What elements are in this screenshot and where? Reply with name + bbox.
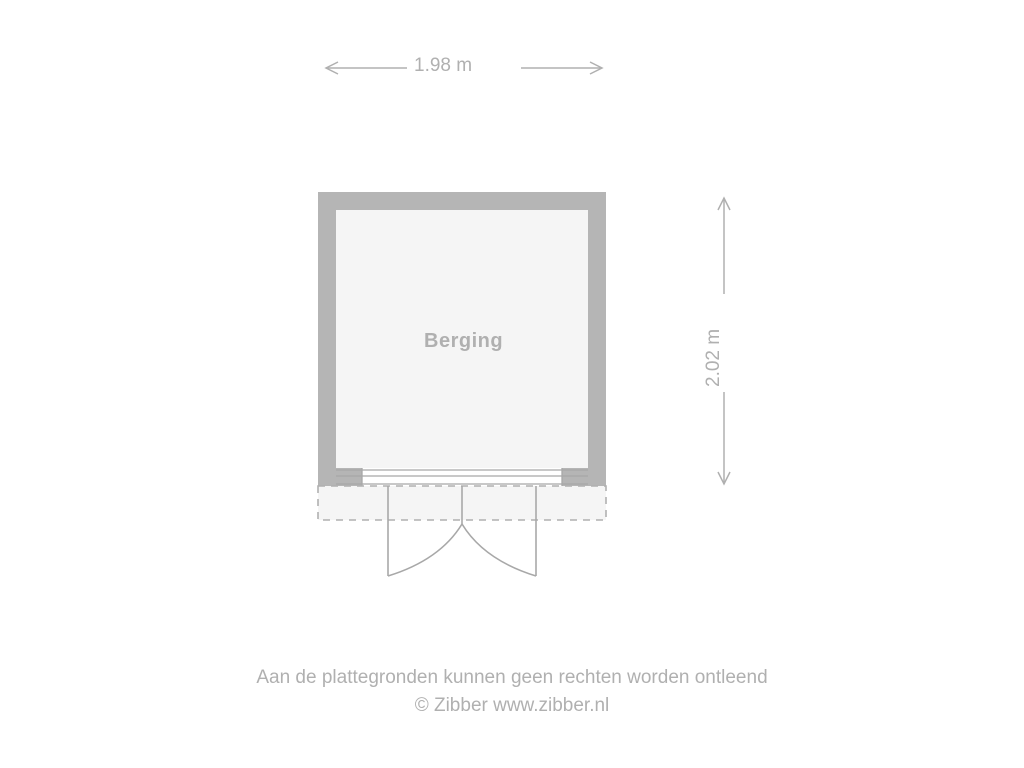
disclaimer-line1: Aan de plattegronden kunnen geen rechten… [0, 664, 1024, 692]
floorplan-canvas: 1.98 m 2.02 m [0, 0, 1024, 768]
door-swing [0, 0, 1024, 768]
room-label: Berging [424, 330, 503, 353]
disclaimer: Aan de plattegronden kunnen geen rechten… [0, 664, 1024, 719]
disclaimer-line2: © Zibber www.zibber.nl [0, 692, 1024, 720]
